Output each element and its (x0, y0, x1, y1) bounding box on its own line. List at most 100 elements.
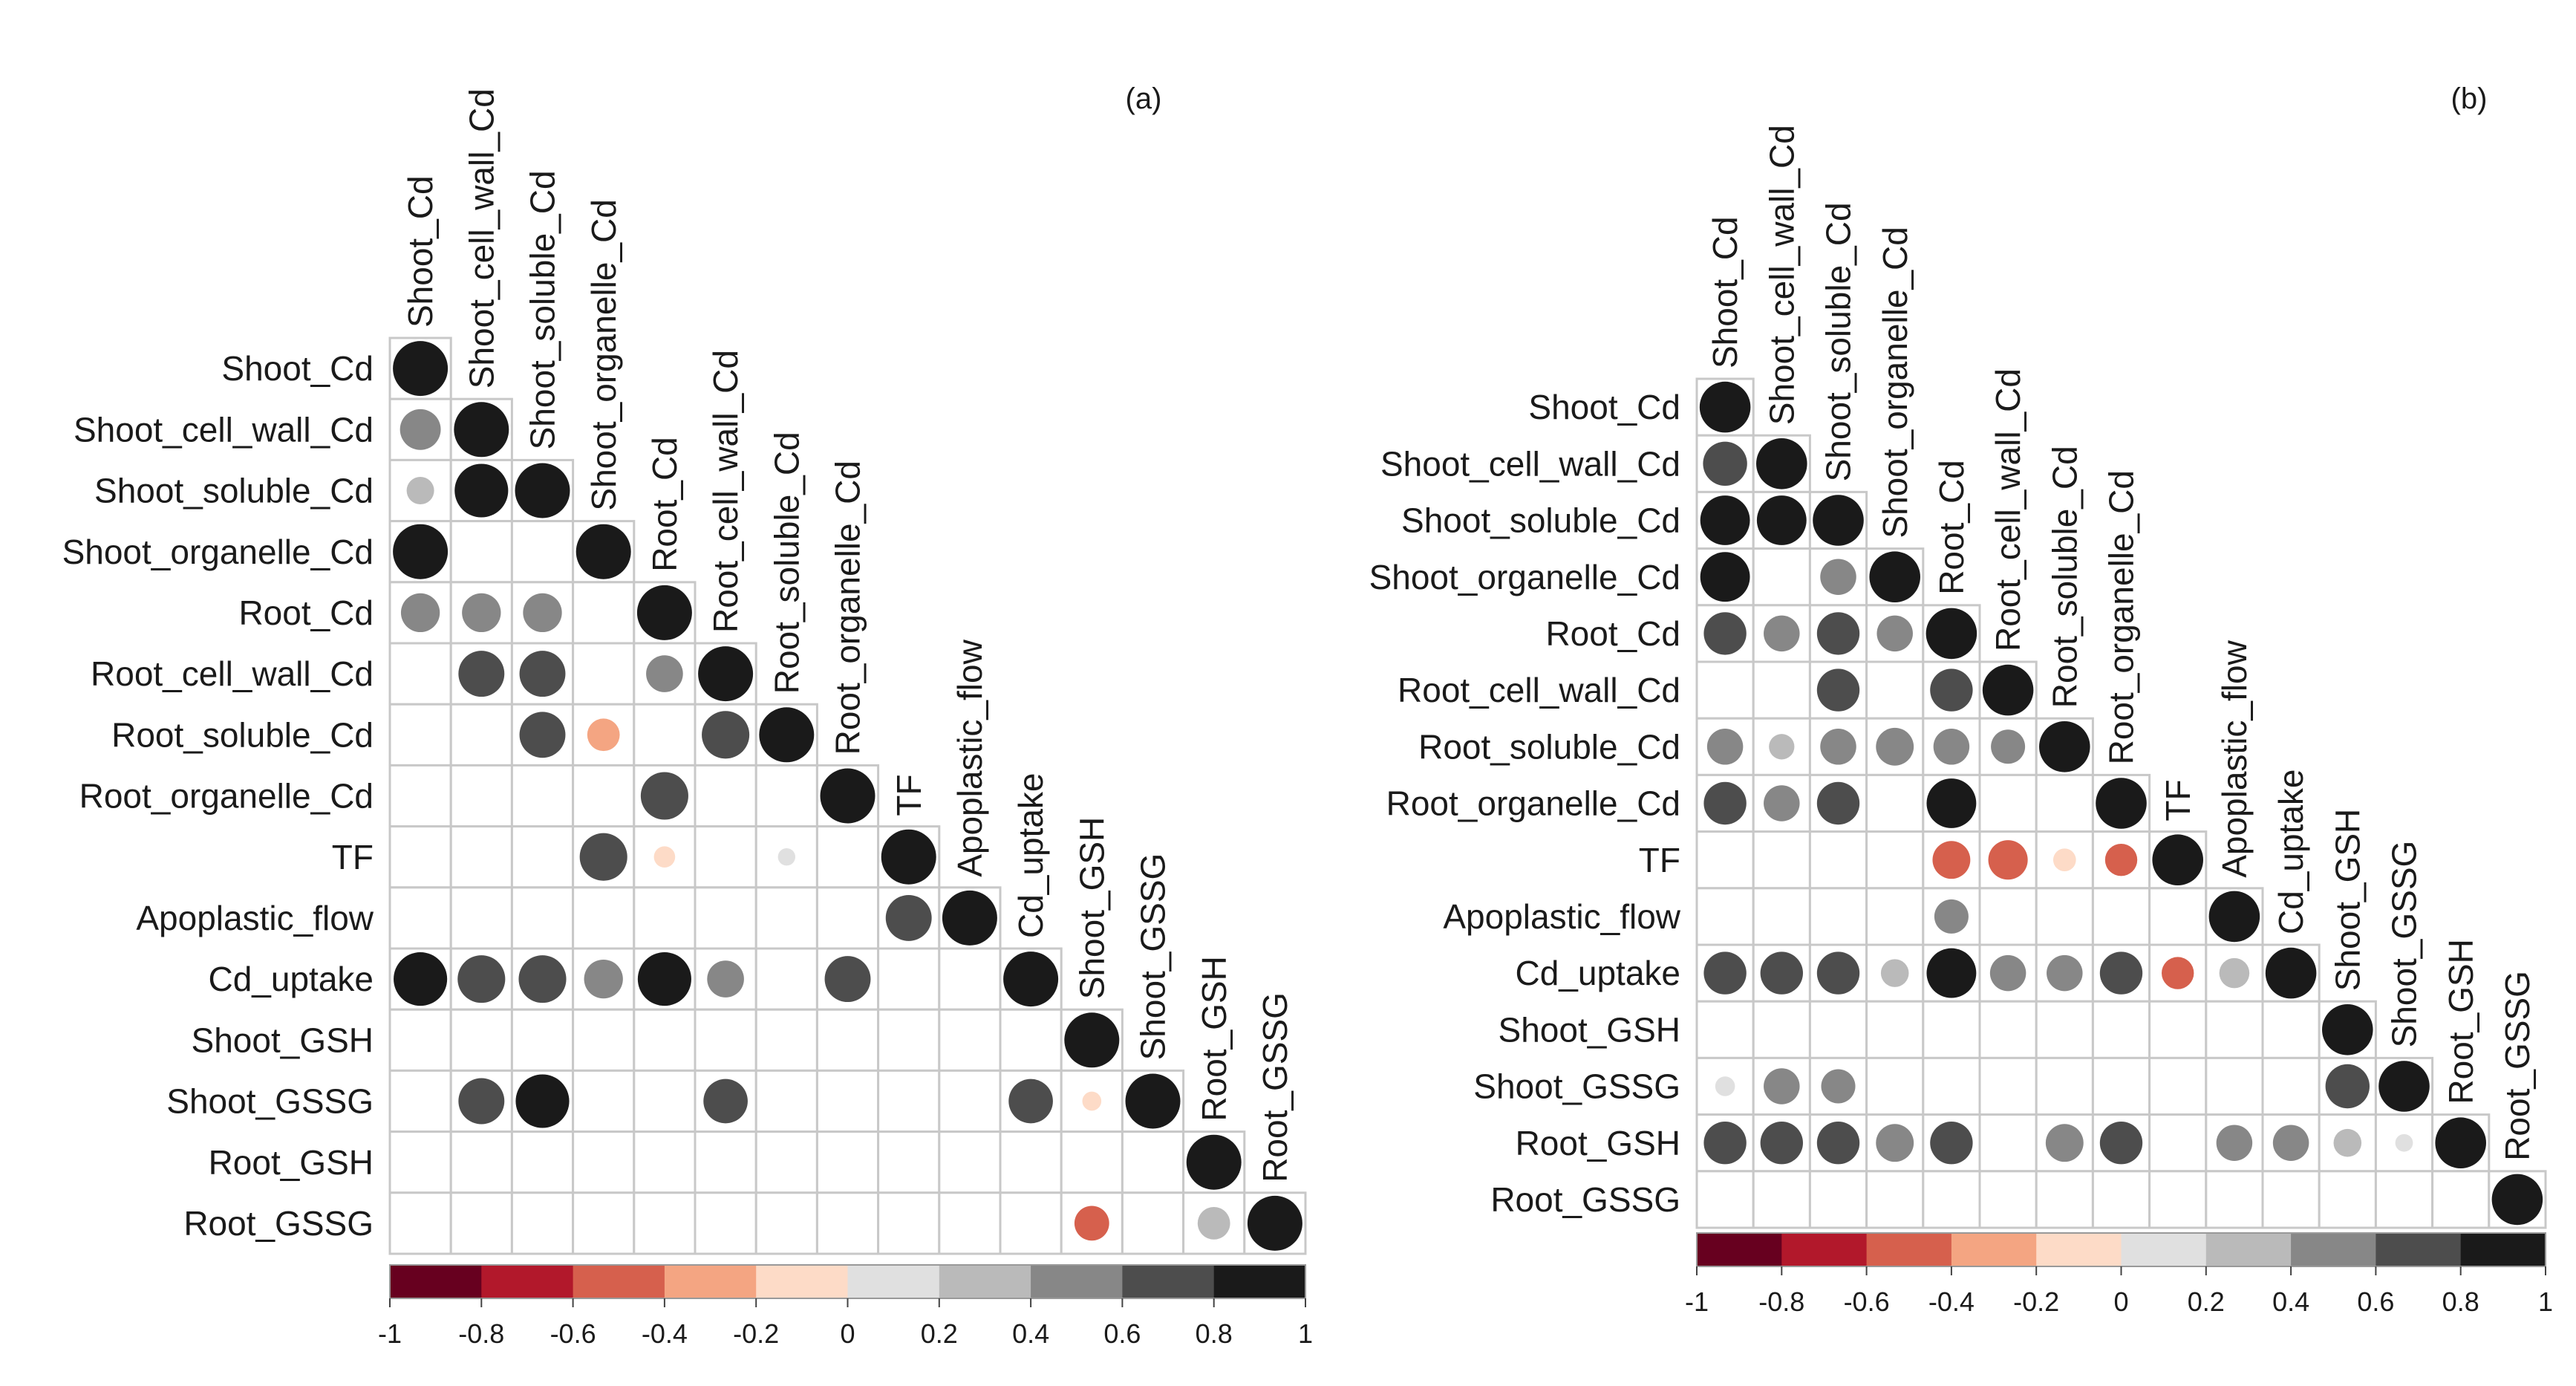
correlation-circle (2099, 1122, 2143, 1165)
correlation-circle (1703, 612, 1747, 655)
correlation-circle (1082, 1091, 1102, 1111)
correlation-circle (1756, 438, 1807, 489)
column-label: Shoot_GSH (1072, 817, 1111, 999)
correlation-circle (2045, 1124, 2084, 1162)
grid-cell (1808, 887, 1868, 946)
grid-cell (1808, 1000, 1868, 1059)
correlation-circle (1930, 1122, 1973, 1165)
grid-cell (754, 1130, 818, 1194)
correlation-circle (1816, 781, 1860, 825)
row-label: Root_organelle_Cd (1386, 784, 1680, 823)
grid-cell (2148, 1170, 2208, 1229)
correlation-circle (1769, 734, 1795, 760)
grid-cell (2148, 1056, 2208, 1116)
column-label: Shoot_GSSG (1134, 853, 1173, 1061)
correlation-circle (2395, 1133, 2413, 1152)
grid-cell (2318, 1170, 2377, 1229)
grid-cell (572, 764, 636, 828)
grid-cell (1922, 1056, 1981, 1116)
grid-cell (1865, 887, 1925, 946)
correlation-circle (400, 593, 440, 633)
row-label: Shoot_cell_wall_Cd (1380, 444, 1680, 483)
correlation-circle (462, 593, 501, 633)
correlation-circle (394, 952, 448, 1006)
colorbar-tick-label: -0.8 (458, 1318, 504, 1349)
grid-cell (754, 764, 818, 828)
correlation-circle (1715, 1076, 1735, 1096)
grid-cell (388, 1130, 452, 1194)
colorbar-tick-label: -0.2 (2013, 1286, 2059, 1317)
correlation-circle (458, 651, 505, 697)
correlation-circle (393, 341, 449, 397)
correlation-circle (1706, 729, 1744, 765)
correlation-circle (942, 890, 997, 946)
correlation-circle (2378, 1061, 2430, 1112)
grid-cell (815, 1008, 880, 1072)
row-label: Apoplastic_flow (136, 899, 374, 937)
correlation-circle (2099, 951, 2143, 995)
grid-cell (633, 1008, 697, 1072)
grid-cell (572, 581, 636, 645)
correlation-circle (457, 955, 506, 1003)
grid-cell (2148, 1000, 2208, 1059)
grid-cell (572, 642, 636, 706)
correlation-circle (640, 772, 688, 820)
colorbar-segment (1122, 1265, 1215, 1298)
colorbar-segment (847, 1265, 940, 1298)
row-label: Root_soluble_Cd (111, 715, 374, 754)
grid-cell (815, 825, 880, 889)
colorbar-tick-label: -0.8 (1758, 1286, 1804, 1317)
grid-cell (510, 764, 575, 828)
grid-cell (694, 1191, 757, 1255)
grid-cell (999, 1191, 1063, 1255)
correlogram-panel-b: (b) Shoot_Cd Shoot_cell_wall_Cd Shoot_solu… (1369, 82, 2553, 1317)
grid-cell (510, 520, 575, 584)
row-label: Root_Cd (238, 593, 374, 632)
row-label: Shoot_GSH (1499, 1010, 1680, 1049)
colorbar-tick-label: 0.2 (2188, 1286, 2225, 1317)
grid-cell (510, 825, 575, 889)
panel-label-b: (b) (2451, 82, 2488, 115)
grid-cell (754, 1008, 818, 1072)
grid-cell (572, 1191, 636, 1255)
grid-cell (1865, 1000, 1925, 1059)
colorbar-segment (939, 1265, 1031, 1298)
grid-cell (2035, 1000, 2094, 1059)
column-label: Root_organelle_Cd (2102, 470, 2141, 764)
grid-cell (1865, 830, 1925, 890)
grid-cell (877, 1130, 941, 1194)
colorbar-segment (664, 1265, 757, 1298)
grid-cell (1978, 773, 2038, 833)
colorbar-tick-label: 0.6 (2357, 1286, 2394, 1317)
colorbar-segment (1697, 1233, 1782, 1266)
grid-cell (510, 1130, 575, 1194)
colorbar-tick-label: -1 (1685, 1286, 1709, 1317)
grid-cell (449, 1130, 513, 1194)
correlation-circle (523, 593, 562, 633)
correlation-circle (2152, 834, 2203, 885)
correlation-circle (579, 833, 627, 881)
column-label: TF (2159, 779, 2197, 821)
grid-cell (1695, 1170, 1755, 1229)
correlation-circle (2104, 844, 2138, 876)
correlation-circle (1699, 381, 1751, 433)
grid-cell (2261, 1000, 2321, 1059)
correlation-circle (519, 651, 566, 697)
grid-cell (633, 886, 697, 950)
column-label: Apoplastic_flow (950, 639, 989, 876)
grid-cell (449, 520, 513, 584)
column-label: Root_GSH (1195, 956, 1233, 1121)
grid-cell (1865, 773, 1925, 833)
row-label: Shoot_cell_wall_Cd (74, 410, 374, 449)
correlation-circle (584, 959, 623, 999)
colorbar-tick-label: 0.4 (1012, 1318, 1049, 1349)
grid-cell (1121, 1191, 1185, 1255)
correlation-circle (1703, 781, 1747, 825)
correlation-circle (2096, 778, 2147, 829)
grid-cell (572, 1130, 636, 1194)
correlation-circle (1933, 729, 1970, 765)
panel-label-a: (a) (1126, 82, 1162, 115)
correlation-circle (824, 956, 871, 1003)
correlation-circle (653, 846, 676, 868)
correlation-circle (2325, 1064, 2370, 1109)
